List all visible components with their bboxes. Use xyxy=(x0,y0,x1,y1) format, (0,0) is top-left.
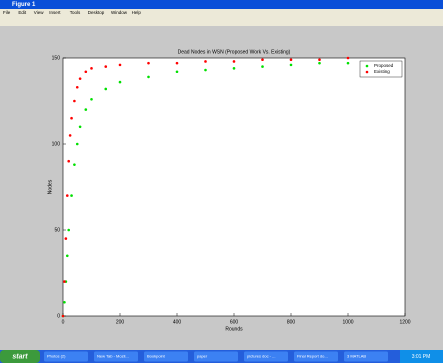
data-point xyxy=(261,58,264,61)
taskbar-item-label: 3 MATLAB xyxy=(347,354,366,359)
y-tick-label: 50 xyxy=(54,227,60,233)
y-label: Nodes xyxy=(47,179,53,194)
menu-item[interactable]: File xyxy=(3,10,11,15)
data-point xyxy=(347,62,350,65)
toolbar xyxy=(0,17,443,26)
x-label: Rounds xyxy=(225,326,243,332)
x-tick-label: 600 xyxy=(230,319,239,325)
data-point xyxy=(65,237,68,240)
taskbar-item-label: Final Report do... xyxy=(297,354,328,359)
data-point xyxy=(85,70,88,73)
data-point xyxy=(233,60,236,63)
data-point xyxy=(79,77,82,80)
axes xyxy=(63,58,405,316)
data-point xyxy=(318,62,321,65)
data-point xyxy=(70,194,73,197)
data-point xyxy=(73,100,76,103)
data-point xyxy=(69,134,72,137)
data-point xyxy=(119,64,122,67)
data-point xyxy=(70,117,73,120)
data-point xyxy=(119,81,122,84)
data-point xyxy=(290,64,293,67)
taskbar-item-label: New Tab - Mozil... xyxy=(97,354,129,359)
x-tick-label: 200 xyxy=(116,319,125,325)
data-point xyxy=(63,280,66,283)
data-point xyxy=(66,194,69,197)
data-point xyxy=(62,315,65,318)
menu-bar xyxy=(0,9,443,17)
menu-item[interactable]: View xyxy=(34,10,44,15)
data-point xyxy=(67,229,70,232)
y-tick-label: 0 xyxy=(57,313,60,319)
taskbar-item-label: paper xyxy=(197,354,208,359)
menu-item[interactable]: Edit xyxy=(18,10,27,15)
data-point xyxy=(66,255,69,258)
title-bar xyxy=(0,0,443,9)
legend-marker xyxy=(366,71,369,74)
taskbar-item-label: Photos (2) xyxy=(47,354,66,359)
chart-title: Dead Nodes in WSN (Proposed Work Vs. Exi… xyxy=(178,49,291,55)
data-point xyxy=(233,67,236,70)
clock: 3:01 PM xyxy=(412,354,431,360)
menu-item[interactable]: Help xyxy=(132,10,142,15)
data-point xyxy=(261,65,264,68)
menu-item[interactable]: Window xyxy=(111,10,128,15)
data-point xyxy=(73,163,76,166)
data-point xyxy=(204,60,207,63)
legend-label: Proposed xyxy=(374,63,394,68)
data-point xyxy=(290,58,293,61)
data-point xyxy=(176,70,179,73)
menu-item[interactable]: Insert xyxy=(49,10,61,15)
screen: Figure 1 Dead Nodes in WSN (Proposed Wor… xyxy=(0,0,443,363)
data-point xyxy=(85,108,88,111)
data-point xyxy=(104,65,107,68)
data-point xyxy=(90,98,93,101)
data-point xyxy=(90,67,93,70)
y-tick-label: 100 xyxy=(52,141,61,147)
window-title: Figure 1 xyxy=(12,2,36,8)
data-point xyxy=(63,301,66,304)
legend-marker xyxy=(366,65,369,68)
data-point xyxy=(176,62,179,65)
data-point xyxy=(318,58,321,61)
x-tick-label: 400 xyxy=(173,319,182,325)
data-point xyxy=(76,143,79,146)
y-tick-label: 150 xyxy=(52,55,61,61)
data-point xyxy=(67,160,70,163)
x-tick-label: 1000 xyxy=(342,319,353,325)
x-tick-label: 800 xyxy=(287,319,296,325)
data-point xyxy=(104,88,107,91)
legend-label: Existing xyxy=(374,69,390,74)
data-point xyxy=(79,126,82,129)
data-point xyxy=(204,69,207,72)
x-tick-label: 1200 xyxy=(399,319,410,325)
data-point xyxy=(347,57,350,60)
taskbar-item-label: Bookpoint xyxy=(147,354,166,359)
start-label: start xyxy=(12,353,28,360)
menu-item[interactable]: Desktop xyxy=(88,10,105,15)
data-point xyxy=(147,62,150,65)
taskbar-item-label: pictures doc - ... xyxy=(247,354,275,359)
x-tick-label: 0 xyxy=(62,319,65,325)
menu-item[interactable]: Tools xyxy=(70,10,81,15)
data-point xyxy=(76,86,79,89)
data-point xyxy=(147,76,150,79)
